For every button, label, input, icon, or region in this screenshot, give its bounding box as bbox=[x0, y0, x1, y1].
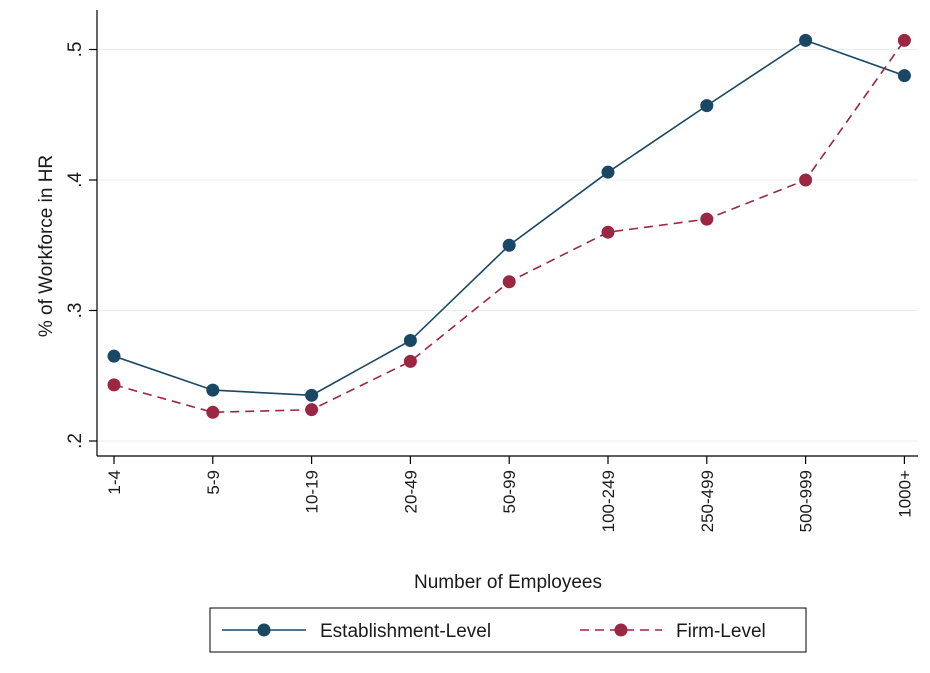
x-tick-label: 250-499 bbox=[698, 470, 717, 532]
gridlines bbox=[97, 49, 918, 442]
x-tick-label: 1000+ bbox=[895, 470, 914, 518]
x-axis-label: Number of Employees bbox=[414, 572, 602, 593]
y-axis-label: % of Workforce in HR bbox=[36, 155, 57, 337]
series-line bbox=[113, 39, 906, 414]
data-point bbox=[403, 334, 417, 348]
x-tick-label: 1-4 bbox=[105, 470, 124, 495]
data-point bbox=[206, 405, 220, 419]
x-tick-label: 500-999 bbox=[797, 470, 816, 532]
data-point bbox=[305, 403, 319, 417]
legend-box bbox=[209, 607, 807, 653]
data-point bbox=[502, 238, 516, 252]
data-point bbox=[799, 33, 813, 47]
data-point bbox=[107, 378, 121, 392]
y-tick-label: .5 bbox=[65, 42, 86, 58]
x-tick-label: 5-9 bbox=[204, 470, 223, 495]
data-point bbox=[700, 99, 714, 113]
y-axis-ticks: .2 .3 .4 .5 bbox=[65, 42, 97, 449]
series-layer bbox=[107, 33, 911, 419]
data-point bbox=[601, 165, 615, 179]
series-line bbox=[113, 39, 905, 397]
data-point bbox=[502, 275, 516, 289]
legend-marker-1 bbox=[257, 623, 271, 637]
y-tick-label: .4 bbox=[65, 172, 86, 188]
data-point bbox=[305, 388, 319, 402]
data-point bbox=[206, 383, 220, 397]
data-point bbox=[107, 349, 121, 363]
y-tick-label: .2 bbox=[65, 433, 86, 449]
x-tick-label: 100-249 bbox=[599, 470, 618, 532]
legend: Establishment-Level Firm-Level bbox=[209, 607, 807, 653]
x-axis-ticks: 1-4 5-9 10-19 20-49 50-99 100-249 250-499 500-9… bbox=[105, 456, 914, 532]
legend-marker-2 bbox=[614, 623, 628, 637]
data-point bbox=[897, 33, 911, 47]
x-tick-label: 20-49 bbox=[401, 470, 420, 513]
legend-label-2: Firm-Level bbox=[676, 621, 766, 642]
series-2 bbox=[107, 33, 911, 419]
data-point bbox=[799, 173, 813, 187]
x-tick-label: 50-99 bbox=[500, 470, 519, 513]
x-tick-label: 10-19 bbox=[303, 470, 322, 513]
data-point bbox=[601, 225, 615, 239]
data-point bbox=[700, 212, 714, 226]
legend-label-1: Establishment-Level bbox=[320, 621, 491, 642]
y-tick-label: .3 bbox=[65, 303, 86, 319]
series-1 bbox=[107, 33, 911, 402]
data-point bbox=[897, 69, 911, 83]
data-point bbox=[403, 354, 417, 368]
